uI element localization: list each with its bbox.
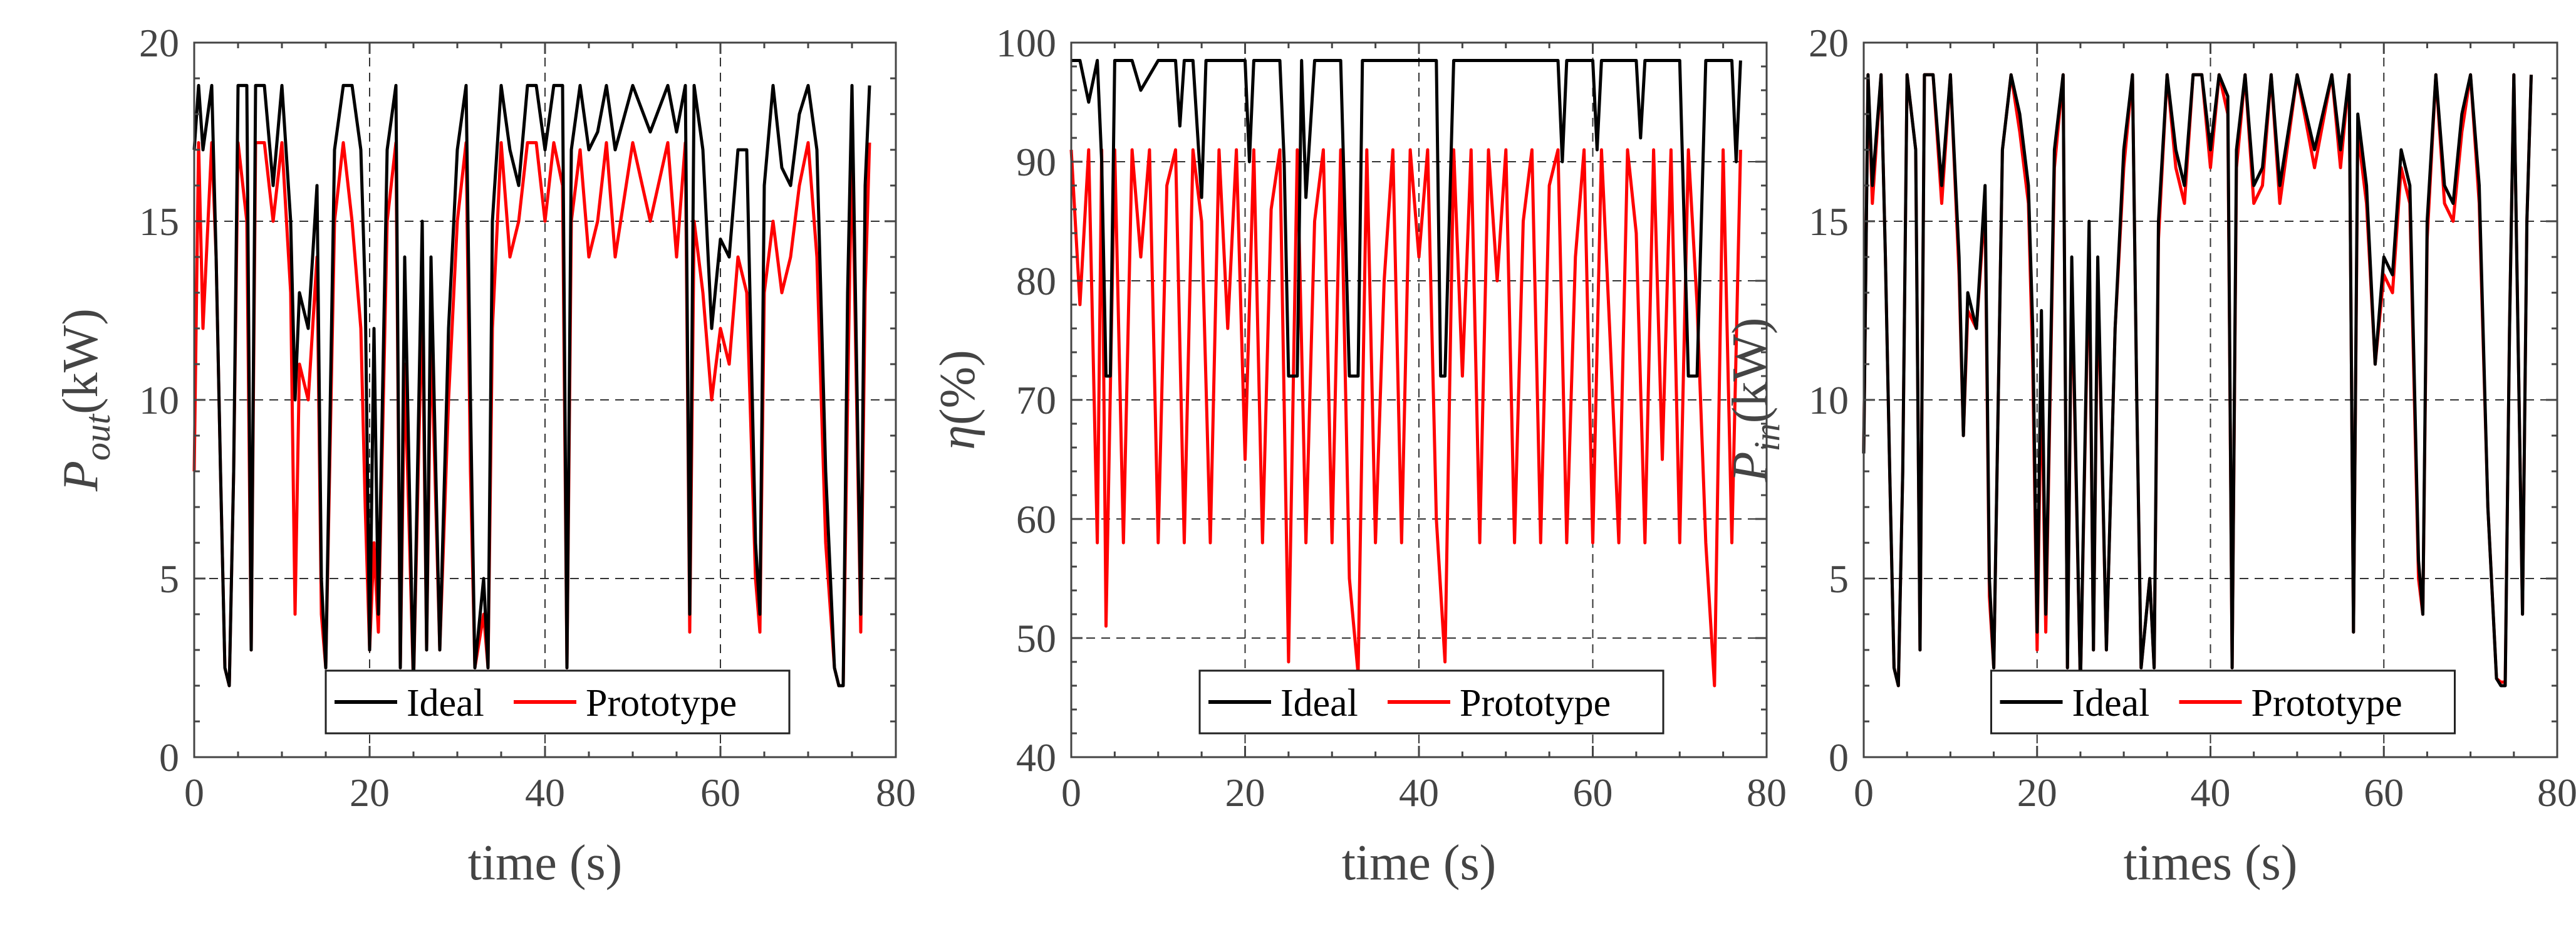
x-tick-label: 60	[1573, 770, 1613, 815]
legend-label-ideal: Ideal	[407, 682, 484, 725]
y-tick-label: 100	[996, 21, 1056, 65]
series-line-ideal	[1071, 59, 1742, 378]
y-axis-unit: (kW)	[53, 308, 108, 414]
x-tick-label: 20	[1225, 770, 1265, 815]
y-tick-label: 90	[1016, 140, 1056, 184]
x-tick-label: 0	[184, 770, 204, 815]
y-tick-label: 10	[1809, 378, 1849, 422]
y-tick-label: 20	[1809, 21, 1849, 65]
chart-panel-2: 0 20 40 60 80 40 50 60 70 80 90 100 time (s) η(%) Idea…	[930, 21, 1787, 891]
y-axis-symbol: P	[1723, 452, 1778, 483]
legend-label-prototype: Prototype	[1460, 682, 1611, 725]
x-axis-label: time (s)	[1342, 835, 1497, 891]
y-axis-label: Pout(kW)	[53, 308, 118, 492]
y-axis-symbol: η	[930, 425, 985, 450]
x-tick-label: 60	[2364, 770, 2404, 815]
series-line-ideal	[192, 83, 871, 688]
y-tick-label: 5	[159, 557, 179, 601]
x-tick-label: 40	[2191, 770, 2231, 815]
y-tick-label: 60	[1016, 497, 1056, 542]
y-tick-label: 10	[139, 378, 179, 422]
x-tick-label: 0	[1854, 770, 1874, 815]
y-axis-subscript: in	[1747, 423, 1787, 451]
y-axis-unit: (kW)	[1723, 318, 1778, 424]
y-tick-label: 0	[159, 735, 179, 780]
y-axis-symbol: P	[53, 461, 108, 492]
y-axis-label: η(%)	[930, 350, 985, 450]
y-tick-label: 0	[1829, 735, 1849, 780]
legend-label-ideal: Ideal	[2072, 682, 2150, 725]
y-tick-label: 15	[1809, 199, 1849, 244]
x-tick-label: 80	[876, 770, 916, 815]
y-tick-label: 50	[1016, 616, 1056, 661]
x-tick-label: 40	[1399, 770, 1439, 815]
series-line-prototype	[1069, 148, 1742, 688]
legend: Ideal Prototype	[1198, 669, 1665, 735]
y-axis-subscript: out	[77, 413, 118, 461]
x-tick-label: 80	[1747, 770, 1787, 815]
x-tick-label: 40	[525, 770, 565, 815]
y-axis-label: Pin(kW)	[1723, 318, 1787, 483]
legend: Ideal Prototype	[1990, 669, 2456, 735]
x-tick-label: 20	[350, 770, 390, 815]
y-tick-label: 70	[1016, 378, 1056, 422]
y-tick-label: 5	[1829, 557, 1849, 601]
legend-label-ideal: Ideal	[1280, 682, 1358, 725]
x-tick-label: 80	[2537, 770, 2576, 815]
y-tick-label: 20	[139, 21, 179, 65]
x-tick-label: 20	[2017, 770, 2057, 815]
x-tick-label: 60	[700, 770, 740, 815]
legend-label-prototype: Prototype	[2251, 682, 2402, 725]
legend-label-prototype: Prototype	[586, 682, 737, 725]
y-tick-label: 80	[1016, 259, 1056, 303]
y-tick-label: 40	[1016, 735, 1056, 780]
chart-panel-1: 0 20 40 60 80 0 5 10 15 20 time (s) Pout(kW) Ideal Pr…	[53, 21, 916, 891]
y-tick-label: 15	[139, 199, 179, 244]
series-line-ideal	[1862, 73, 2533, 688]
x-axis-label: times (s)	[2124, 835, 2298, 891]
legend: Ideal Prototype	[325, 669, 791, 735]
y-axis-unit: (%)	[930, 350, 985, 425]
x-axis-label: time (s)	[468, 835, 623, 891]
x-tick-label: 0	[1061, 770, 1081, 815]
chart-panel-3: 0 20 40 60 80 0 5 10 15 20 times (s) Pin(kW) Ideal Pr…	[1723, 21, 2576, 891]
